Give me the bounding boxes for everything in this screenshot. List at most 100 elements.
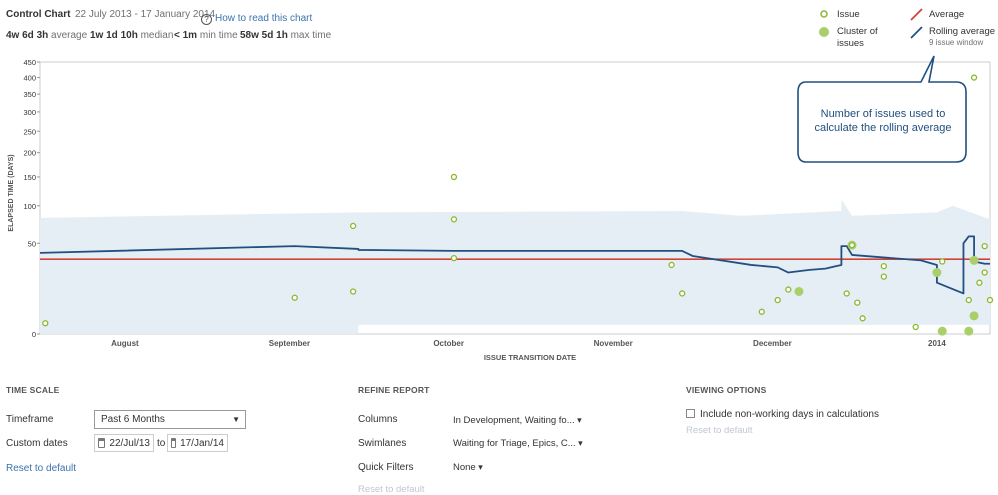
stat-min: < 1m min time	[174, 30, 238, 41]
nonworking-option[interactable]: Include non-working days in calculations	[686, 409, 879, 420]
issue-point	[880, 273, 888, 280]
nonworking-checkbox[interactable]	[686, 409, 695, 418]
calendar-icon[interactable]	[98, 438, 106, 448]
y-axis-label: ELAPSED TIME (DAYS)	[8, 154, 15, 231]
issue-point	[774, 296, 781, 304]
issue-point	[450, 216, 458, 223]
issue-point	[668, 261, 675, 269]
time-scale-reset-link[interactable]: Reset to default	[6, 463, 77, 474]
y-tick-label: 150	[23, 173, 36, 182]
custom-dates-label: Custom dates	[6, 438, 68, 449]
issue-point	[42, 320, 49, 327]
issue-point	[986, 296, 994, 304]
y-tick-label: 400	[23, 74, 36, 83]
stat-label: max time	[290, 30, 332, 41]
date-range: 22 July 2013 - 17 January 2014	[75, 9, 216, 20]
cluster-point	[969, 311, 979, 321]
chart-legend: Issue Cluster of issues Average Rolling …	[818, 8, 998, 50]
cluster-point	[794, 286, 804, 296]
standard-deviation-band	[40, 199, 990, 334]
callout-text: Number of issues used to calculate the r…	[814, 108, 952, 134]
timeframe-value: Past 6 Months	[101, 414, 165, 425]
columns-dropdown[interactable]: In Development, Waiting fo...	[453, 415, 582, 426]
refine-heading: REFINE REPORT	[358, 385, 430, 395]
legend-issue: Issue	[837, 9, 860, 20]
issue-point	[880, 263, 888, 270]
issue-point	[843, 290, 850, 297]
issue-point	[976, 279, 983, 286]
stat-label: min time	[199, 30, 238, 41]
chart-title: Control Chart	[6, 9, 71, 20]
legend-rolling-window: 9 issue window	[929, 38, 984, 47]
x-tick-label: November	[594, 339, 633, 348]
stat-average: 4w 6d 3h average	[6, 30, 87, 41]
timeframe-select[interactable]: Past 6 Months ▼	[94, 410, 246, 429]
to-date-field[interactable]: 17/Jan/14	[167, 434, 228, 452]
stat-label: average	[51, 30, 88, 41]
viewing-reset-link: Reset to default	[686, 425, 753, 436]
y-tick-label: 50	[28, 239, 36, 248]
x-tick-label: October	[433, 339, 464, 348]
to-label: to	[157, 438, 166, 449]
y-tick-label: 0	[32, 330, 36, 339]
y-tick-label: 100	[23, 202, 36, 211]
stat-value: 58w 5d 1h	[240, 30, 288, 41]
quick-filters-label: Quick Filters	[358, 462, 414, 473]
issue-point	[848, 242, 856, 249]
callout-bubble	[797, 55, 967, 163]
caret-down-icon: ▼	[232, 415, 240, 424]
x-axis-label: ISSUE TRANSITION DATE	[484, 353, 576, 362]
x-tick-label: September	[269, 339, 310, 348]
columns-label: Columns	[358, 414, 398, 425]
issue-point	[939, 258, 946, 265]
x-tick-label: 2014	[928, 339, 946, 348]
calendar-icon[interactable]	[171, 438, 177, 448]
rolling-legend-icon	[910, 26, 923, 39]
from-date-value: 22/Jul/13	[109, 437, 150, 449]
x-tick-label: August	[111, 339, 139, 348]
issue-point	[970, 74, 978, 81]
issue-point	[450, 173, 458, 181]
help-link-text: How to read this chart	[215, 13, 313, 24]
stat-value: 4w 6d 3h	[6, 30, 49, 41]
issue-point	[965, 296, 972, 304]
legend-average: Average	[929, 9, 965, 20]
cluster-legend-icon	[819, 27, 829, 37]
swimlanes-dropdown[interactable]: Waiting for Triage, Epics, C...	[453, 438, 583, 449]
question-icon: ?	[201, 14, 212, 25]
cluster-point	[969, 255, 979, 265]
swimlanes-label: Swimlanes	[358, 438, 407, 449]
issue-point	[854, 299, 861, 306]
cluster-point	[937, 326, 947, 336]
legend-cluster: Cluster of issues	[837, 26, 878, 49]
issue-point	[981, 242, 988, 250]
nonworking-label: Include non-working days in calculations	[700, 409, 879, 420]
y-tick-label: 350	[23, 90, 36, 99]
average-legend-icon	[910, 8, 923, 21]
issue-point	[450, 254, 458, 262]
stat-max: 58w 5d 1h max time	[240, 30, 331, 41]
timeframe-label: Timeframe	[6, 414, 54, 425]
viewing-options-heading: VIEWING OPTIONS	[686, 385, 767, 395]
y-tick-label: 300	[23, 108, 36, 117]
rolling-average-line	[39, 235, 990, 295]
issue-point	[291, 294, 298, 301]
issue-point	[859, 315, 866, 322]
legend-rolling: Rolling average	[929, 26, 996, 37]
cluster-point	[932, 268, 942, 278]
quick-filters-dropdown[interactable]: None	[453, 462, 483, 473]
issue-point	[912, 323, 919, 331]
stat-value: < 1m	[174, 30, 198, 41]
x-tick-label: December	[753, 339, 792, 348]
cluster-point	[964, 326, 974, 336]
stat-label: median	[140, 30, 174, 41]
issue-point	[758, 308, 765, 315]
y-tick-label: 450	[23, 58, 36, 67]
help-link[interactable]: ? How to read this chart	[201, 8, 312, 26]
issue-point	[349, 222, 357, 230]
to-date-value: 17/Jan/14	[180, 437, 224, 449]
y-tick-label: 250	[23, 127, 36, 136]
time-scale-heading: TIME SCALE	[6, 385, 60, 395]
from-date-field[interactable]: 22/Jul/13	[94, 434, 154, 452]
stat-median: 1w 1d 10h median	[90, 30, 173, 41]
